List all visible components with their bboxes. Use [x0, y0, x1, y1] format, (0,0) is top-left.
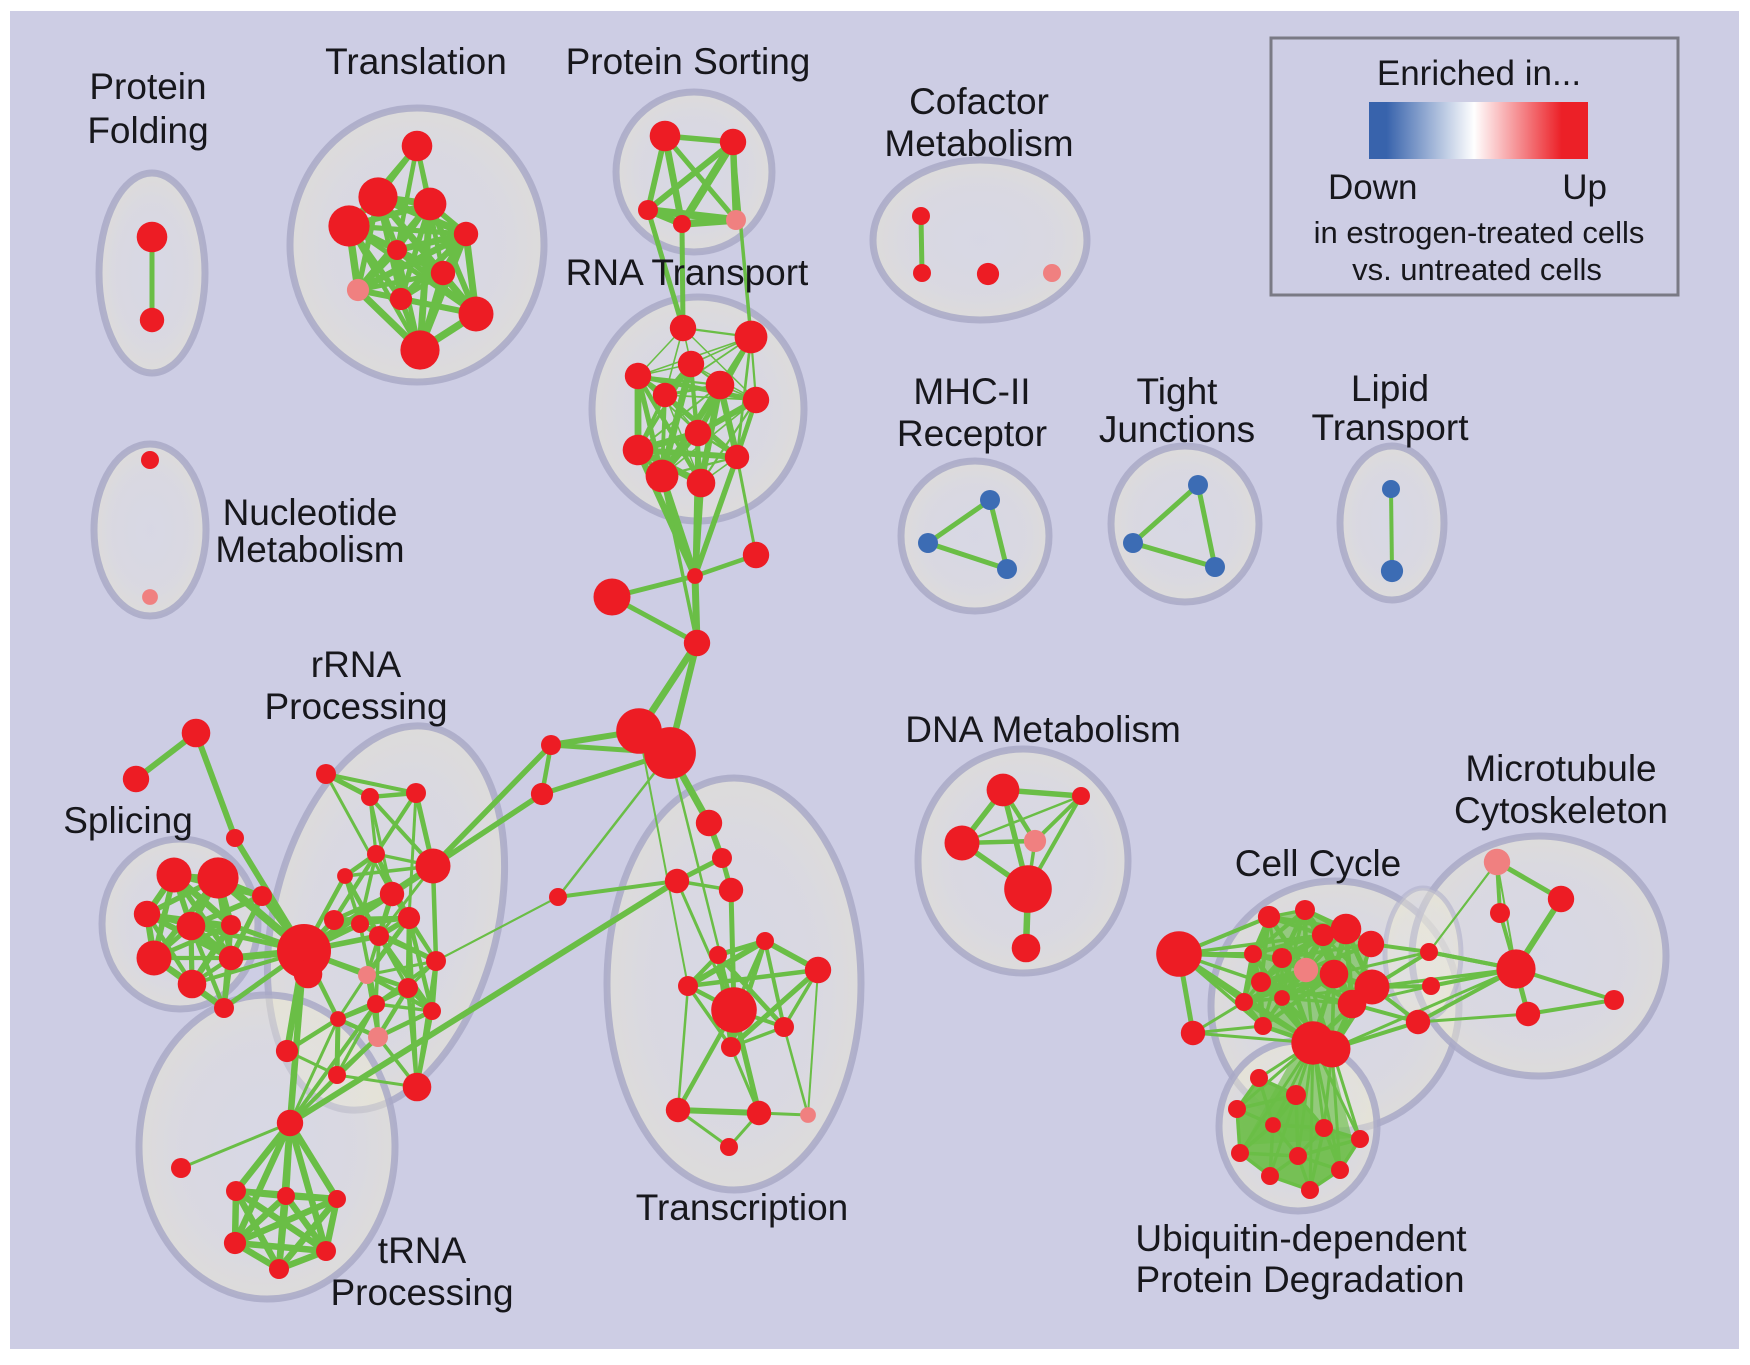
svg-text:Transport: Transport	[1312, 407, 1470, 448]
svg-text:RNA Transport: RNA Transport	[566, 252, 809, 293]
svg-text:Translation: Translation	[325, 41, 507, 82]
svg-text:Cofactor: Cofactor	[909, 81, 1049, 122]
svg-text:Down: Down	[1328, 168, 1417, 207]
svg-text:rRNA: rRNA	[311, 644, 402, 685]
svg-text:in estrogen-treated cells: in estrogen-treated cells	[1314, 215, 1645, 250]
svg-text:Protein Degradation: Protein Degradation	[1135, 1259, 1464, 1300]
svg-text:Transcription: Transcription	[636, 1187, 848, 1228]
svg-text:Tight: Tight	[1137, 371, 1219, 412]
svg-text:Metabolism: Metabolism	[884, 123, 1073, 164]
svg-text:Lipid: Lipid	[1351, 368, 1429, 409]
svg-text:vs. untreated cells: vs. untreated cells	[1352, 252, 1602, 287]
svg-text:Protein Sorting: Protein Sorting	[566, 41, 811, 82]
svg-text:Protein: Protein	[89, 66, 206, 107]
svg-text:Receptor: Receptor	[897, 413, 1047, 454]
svg-text:DNA Metabolism: DNA Metabolism	[905, 709, 1181, 750]
svg-text:Microtubule: Microtubule	[1465, 748, 1656, 789]
svg-text:tRNA: tRNA	[378, 1230, 467, 1271]
svg-text:Nucleotide: Nucleotide	[223, 492, 398, 533]
svg-text:Up: Up	[1562, 168, 1607, 207]
svg-text:Processing: Processing	[264, 686, 447, 727]
svg-text:Ubiquitin-dependent: Ubiquitin-dependent	[1135, 1218, 1467, 1259]
svg-text:Cytoskeleton: Cytoskeleton	[1454, 790, 1668, 831]
svg-text:Enriched in...: Enriched in...	[1377, 54, 1581, 93]
svg-text:Splicing: Splicing	[63, 800, 193, 841]
svg-text:Processing: Processing	[330, 1272, 513, 1313]
svg-text:MHC-II: MHC-II	[913, 371, 1030, 412]
svg-text:Junctions: Junctions	[1099, 409, 1255, 450]
svg-text:Cell Cycle: Cell Cycle	[1235, 843, 1402, 884]
svg-text:Folding: Folding	[87, 110, 208, 151]
svg-text:Metabolism: Metabolism	[215, 529, 404, 570]
